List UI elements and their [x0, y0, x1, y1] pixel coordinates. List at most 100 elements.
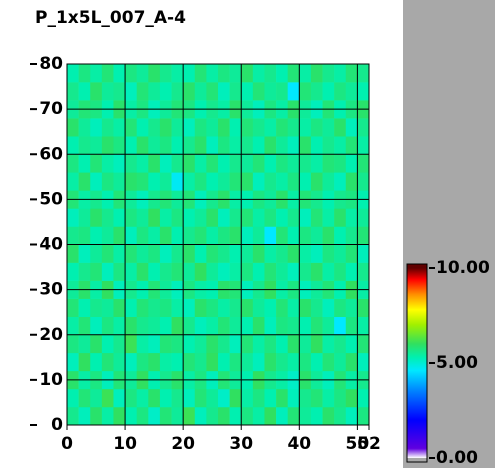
- heat-cell: [159, 298, 172, 317]
- heat-cell: [136, 352, 149, 372]
- heat-cell: [276, 316, 288, 336]
- heat-cell: [113, 298, 126, 317]
- heat-cell: [148, 172, 161, 191]
- heat-cell: [357, 64, 370, 83]
- heat-cell: [171, 352, 184, 372]
- heat-cell: [276, 262, 288, 281]
- heat-cell: [287, 154, 300, 173]
- x-tick-label: 20: [171, 434, 195, 454]
- heat-cell: [125, 334, 137, 354]
- heat-cell: [101, 388, 114, 408]
- heat-cell: [148, 262, 161, 281]
- heat-cell: [101, 172, 114, 191]
- heat-cell: [345, 172, 358, 191]
- heat-cell: [183, 352, 196, 372]
- heat-cell: [276, 208, 288, 227]
- heat-cell: [78, 118, 91, 137]
- heat-cell: [287, 136, 300, 155]
- heat-cell: [101, 298, 114, 317]
- heat-cell: [218, 244, 230, 263]
- heat-cell: [125, 64, 137, 83]
- heat-cell: [276, 334, 288, 354]
- heat-cell: [241, 334, 254, 354]
- heat-cell: [136, 136, 149, 155]
- heat-cell: [229, 406, 242, 426]
- heat-cell: [264, 118, 277, 137]
- heat-cell: [310, 388, 323, 408]
- heat-cell: [229, 352, 242, 372]
- heat-cell: [78, 406, 91, 426]
- heat-cell: [310, 298, 323, 317]
- heat-cell: [264, 172, 277, 191]
- heat-cell: [125, 316, 137, 336]
- heat-cell: [125, 208, 137, 227]
- heat-cell: [194, 154, 207, 173]
- heat-cell: [299, 226, 312, 245]
- heat-cell: [345, 262, 358, 281]
- heat-cell: [229, 334, 242, 354]
- heat-cell: [276, 298, 288, 317]
- heat-cell: [125, 172, 137, 191]
- heat-cell: [322, 352, 335, 372]
- heat-cell: [148, 226, 161, 245]
- heat-cell: [218, 172, 230, 191]
- heat-cell: [183, 244, 196, 263]
- heat-cell: [183, 136, 196, 155]
- heat-cell: [183, 172, 196, 191]
- heat-cell: [206, 82, 219, 101]
- heat-cell: [287, 334, 300, 354]
- heat-cell: [159, 64, 172, 83]
- heat-cell: [90, 154, 103, 173]
- heat-cell: [229, 82, 242, 101]
- heat-cell: [287, 118, 300, 137]
- heat-cell: [90, 64, 103, 83]
- heat-cell: [159, 244, 172, 263]
- heat-cell: [159, 334, 172, 354]
- heat-cell: [229, 118, 242, 137]
- heat-cell: [206, 262, 219, 281]
- heat-cell: [125, 82, 137, 101]
- heat-cell: [171, 118, 184, 137]
- heat-cell: [357, 172, 370, 191]
- heat-cell: [299, 316, 312, 336]
- heat-cell: [67, 136, 79, 155]
- colorbar-tick-label: 10.00: [436, 258, 490, 278]
- heat-cell: [287, 82, 300, 101]
- heat-cell: [194, 388, 207, 408]
- heat-cell: [241, 172, 254, 191]
- heat-cell: [194, 334, 207, 354]
- heat-cell: [252, 172, 265, 191]
- heat-cell: [264, 208, 277, 227]
- heat-cell: [90, 208, 103, 227]
- heat-cell: [125, 136, 137, 155]
- heat-cell: [276, 118, 288, 137]
- heat-cell: [183, 334, 196, 354]
- heat-cell: [67, 244, 79, 263]
- heat-cell: [101, 226, 114, 245]
- heat-cell: [101, 262, 114, 281]
- heat-cell: [334, 154, 347, 173]
- heat-cell: [90, 406, 103, 426]
- heat-cell: [322, 136, 335, 155]
- heat-cell: [322, 334, 335, 354]
- heat-cell: [218, 406, 230, 426]
- heat-cell: [148, 352, 161, 372]
- colorbar-frame: [406, 263, 428, 463]
- heat-cell: [218, 352, 230, 372]
- heat-cell: [218, 334, 230, 354]
- heat-cell: [171, 154, 184, 173]
- heat-cell: [171, 316, 184, 336]
- heat-cell: [287, 316, 300, 336]
- heat-cell: [171, 388, 184, 408]
- heat-cell: [218, 118, 230, 137]
- heat-cell: [113, 64, 126, 83]
- heat-cell: [78, 262, 91, 281]
- heat-cell: [229, 388, 242, 408]
- y-tick-label: 40: [39, 235, 63, 255]
- heat-cell: [206, 406, 219, 426]
- x-tick-label: 10: [113, 434, 137, 454]
- heat-cell: [252, 154, 265, 173]
- heat-cell: [67, 352, 79, 372]
- heat-cell: [357, 388, 370, 408]
- heat-cell: [334, 208, 347, 227]
